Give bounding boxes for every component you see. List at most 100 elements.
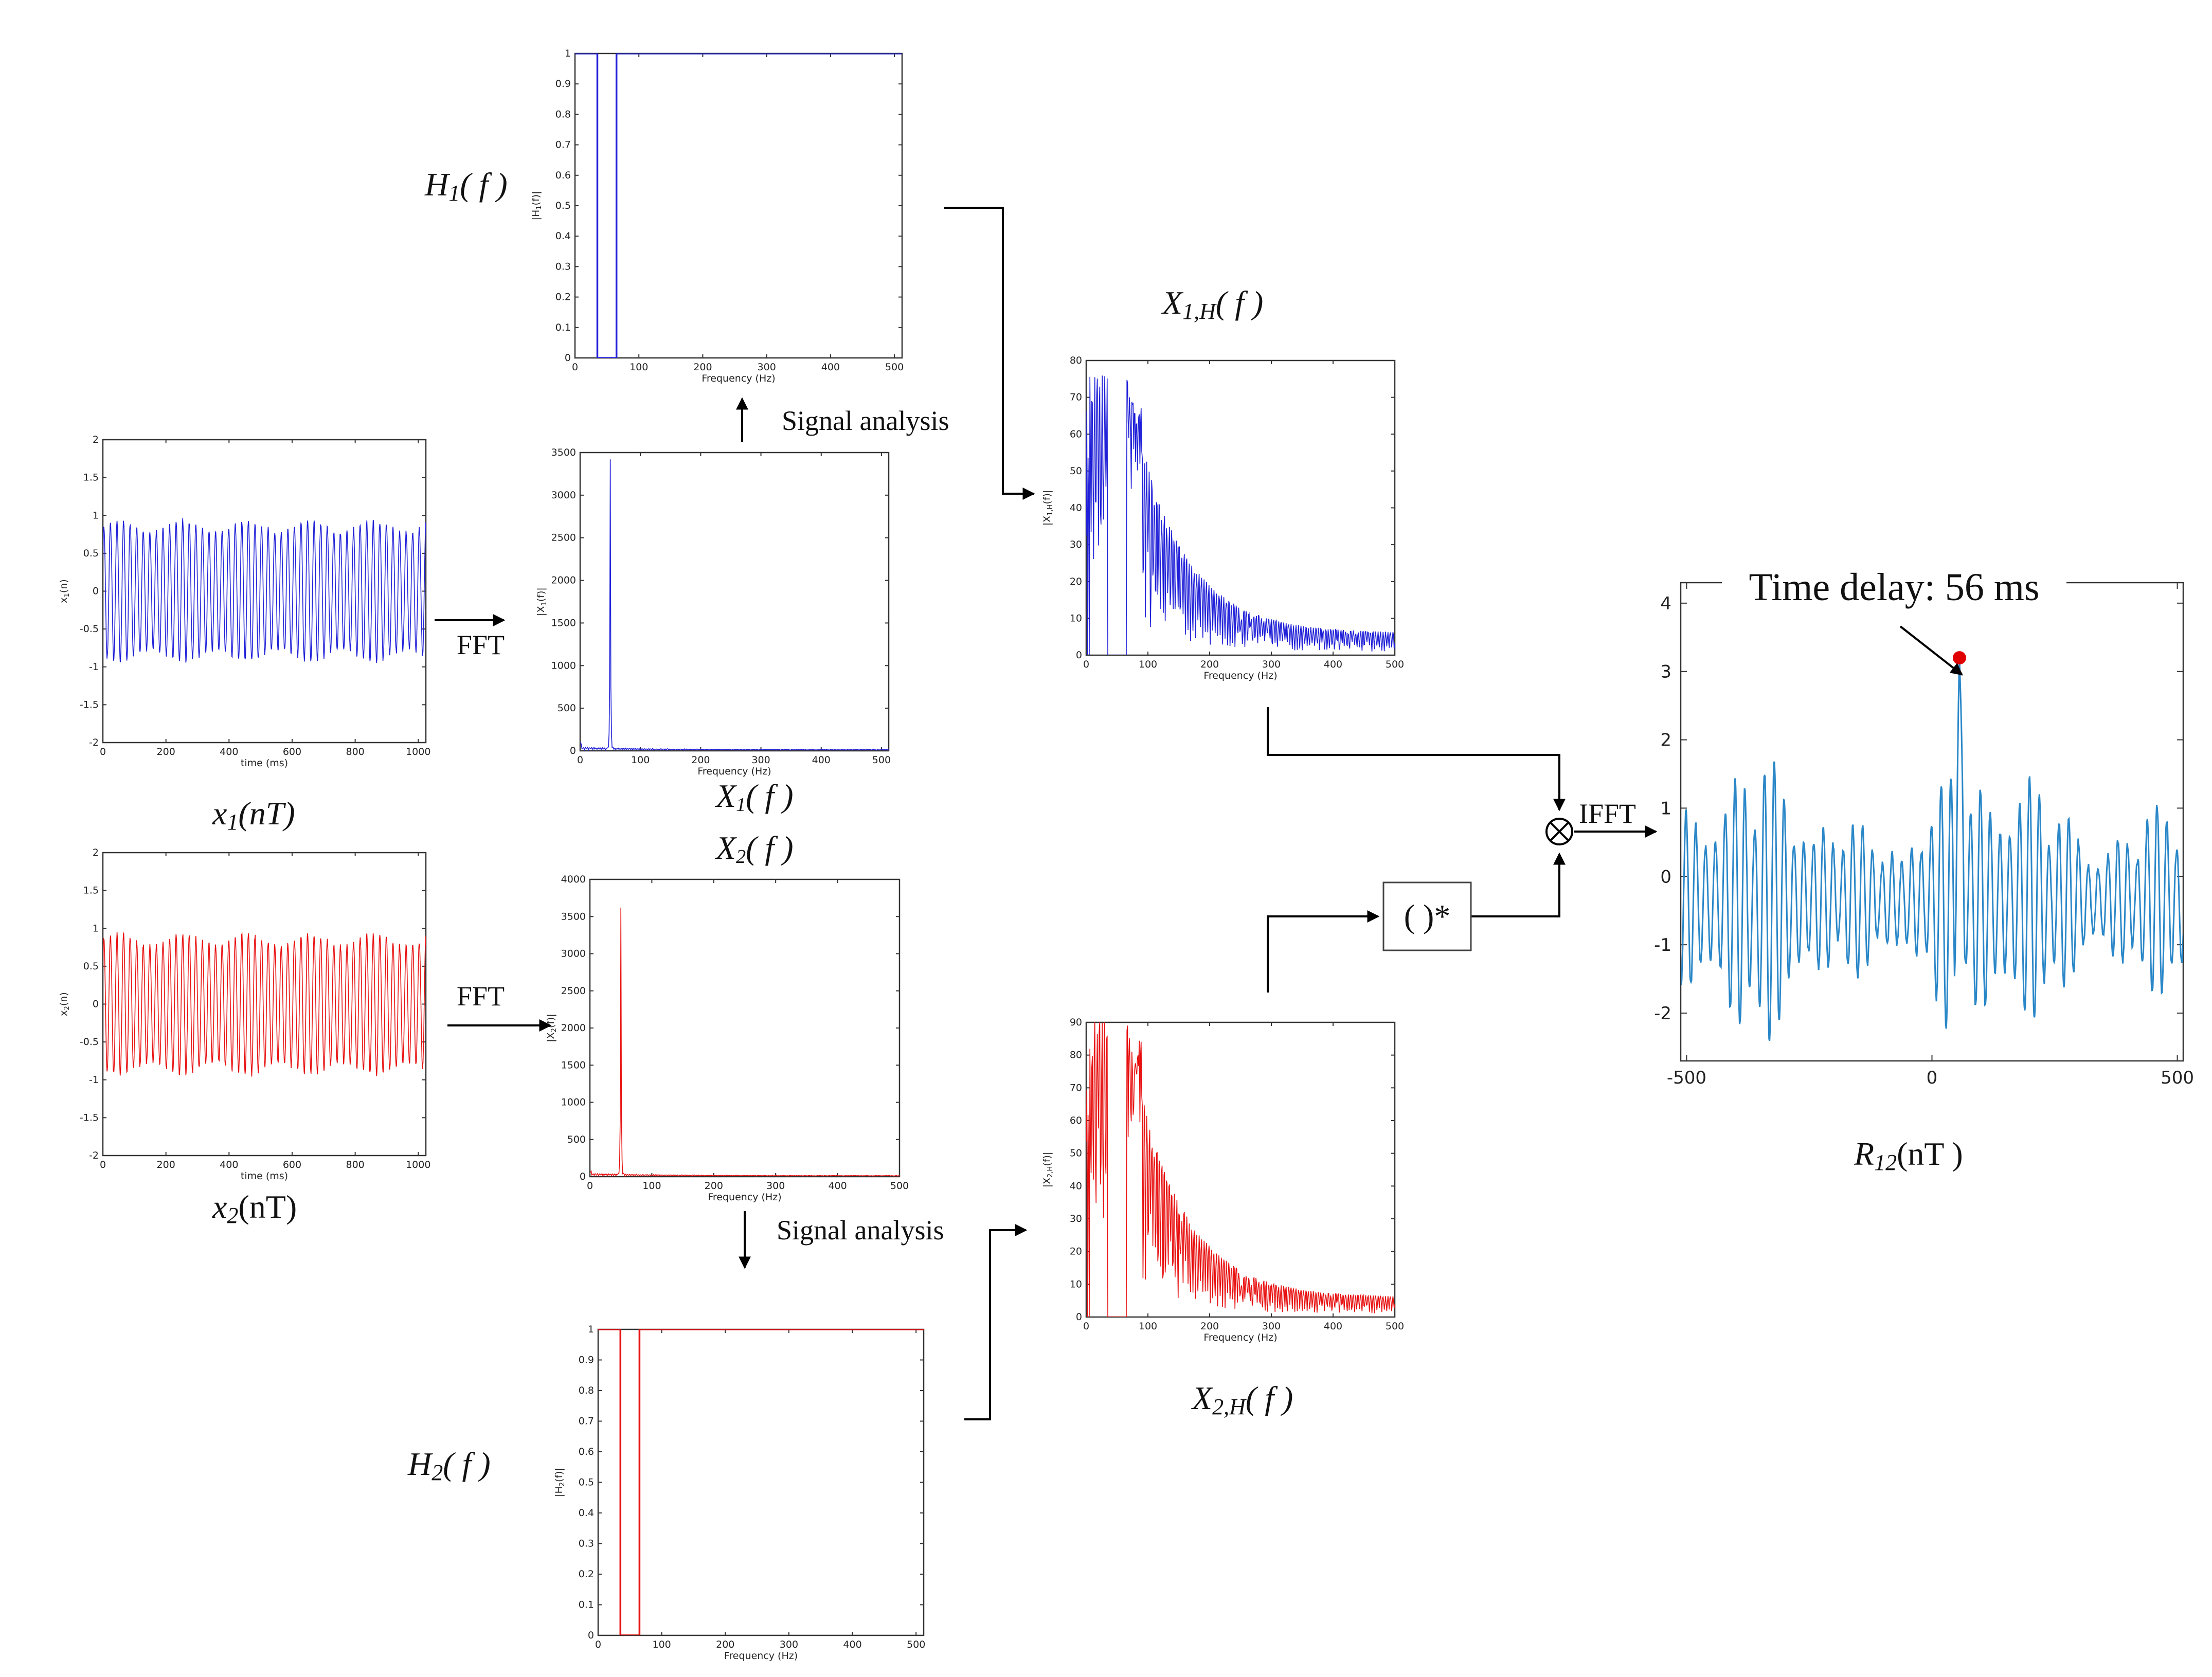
x-tick-label: 600 <box>283 1159 301 1170</box>
caption-H2: H2( f ) <box>407 1446 491 1485</box>
y-tick-label: 90 <box>1070 1017 1082 1028</box>
y-tick-label: 0.9 <box>555 78 571 89</box>
y-tick-label: 0.5 <box>83 961 99 972</box>
caption-X2-main: X <box>714 830 738 866</box>
y-tick-label: 0.5 <box>555 200 571 211</box>
y-tick-label: 0 <box>570 745 576 756</box>
x-tick-label: 200 <box>1200 1321 1219 1332</box>
x-tick-label: 500 <box>1386 659 1404 670</box>
y-axis-label-sub: 1 <box>535 205 543 209</box>
caption-x2: x2(nT) <box>212 1188 297 1228</box>
y-axis-label-sub: 1 <box>63 593 71 597</box>
x-tick-label: 600 <box>283 746 301 758</box>
y-tick-label: -2 <box>1654 1003 1671 1024</box>
y-tick-label: 0.3 <box>579 1538 594 1549</box>
y-tick-label: 60 <box>1070 428 1082 440</box>
x-axis-label: time (ms) <box>241 1170 288 1182</box>
y-axis-label-sub: 2 <box>559 1482 566 1486</box>
x-tick-label: 500 <box>2161 1068 2194 1088</box>
plot-X2H: 0 100 200 300 400 500 0 10 20 30 40 50 60 70 80 90 Frequ… <box>1041 1017 1404 1343</box>
plot-X1H: 0 100 200 300 400 500 0 10 20 30 40 50 60 70 80 Frequen… <box>1041 355 1404 681</box>
x-tick-label: 200 <box>716 1639 734 1650</box>
plot-X1: 0 100 200 300 400 500 0 500 1000 1500 2000 2500 3000… <box>535 447 891 777</box>
y-tick-label: 1.5 <box>83 472 99 483</box>
signal-analysis-label-bottom: Signal analysis <box>777 1215 944 1246</box>
caption-X1H-sub: 1,H <box>1182 299 1217 324</box>
y-axis-label-main: x <box>58 1010 69 1016</box>
caption-X2-rest: ( f ) <box>746 830 793 866</box>
y-axis-label-rest: (f)| <box>553 1468 565 1482</box>
y-tick-label: 40 <box>1070 502 1082 514</box>
y-axis-label-rest: (f)| <box>535 587 547 602</box>
x-tick-label: -500 <box>1667 1068 1706 1088</box>
y-axis-label-main: |X <box>545 1032 556 1042</box>
y-tick-label: 1 <box>93 510 99 521</box>
y-tick-label: 2 <box>93 434 99 445</box>
plot-x1: 0 200 400 600 800 1000 -2 -1.5 -1 -0.5 0 0.5 1 1.5 2 ti… <box>58 434 430 769</box>
y-axis-label: |X2,H(f)| <box>1041 1152 1054 1188</box>
y-axis-label: |X1(f)| <box>535 587 548 616</box>
x-tick-label: 800 <box>346 1159 364 1170</box>
x-tick-label: 200 <box>1200 659 1219 670</box>
x-tick-label: 500 <box>1386 1321 1404 1332</box>
y-tick-label: 10 <box>1070 1278 1082 1290</box>
y-tick-label: 1000 <box>551 660 576 671</box>
x-tick-label: 300 <box>1262 659 1281 670</box>
caption-R12-rest: (nT ) <box>1897 1135 1963 1172</box>
y-tick-label: 1 <box>1660 798 1671 819</box>
x-tick-label: 0 <box>1083 1321 1089 1332</box>
plot-frame <box>589 878 901 1178</box>
y-axis-label: |X1,H(f)| <box>1041 490 1054 526</box>
arrow-X1H-to-multiplier <box>1267 707 1566 812</box>
x-tick-label: 100 <box>653 1639 671 1650</box>
y-tick-label: 0.7 <box>579 1416 594 1427</box>
peak-marker <box>1952 651 1966 665</box>
x-tick-label: 400 <box>220 1159 238 1170</box>
y-tick-label: 2500 <box>551 532 576 544</box>
y-tick-label: 0.3 <box>555 261 571 272</box>
x-tick-label: 500 <box>907 1639 925 1650</box>
y-tick-label: 30 <box>1070 1213 1082 1224</box>
y-tick-label: 0 <box>1076 1311 1082 1323</box>
caption-x2-sub: 2 <box>227 1203 238 1228</box>
y-tick-label: 0 <box>1076 650 1082 661</box>
x-tick-label: 300 <box>766 1180 785 1192</box>
x-tick-label: 100 <box>630 362 648 373</box>
y-tick-label: 0 <box>93 999 99 1010</box>
x-axis-label: Frequency (Hz) <box>708 1192 781 1203</box>
conjugate-box: ( )* <box>1382 881 1472 951</box>
arrow-H2-to-X2H <box>964 1224 1028 1420</box>
y-tick-label: 0.2 <box>555 292 571 303</box>
y-tick-label: 1.5 <box>83 885 99 896</box>
time-delay-pointer <box>1899 625 1963 676</box>
y-tick-label: 1500 <box>561 1059 586 1071</box>
x-tick-label: 200 <box>705 1180 723 1192</box>
x-tick-label: 500 <box>885 362 904 373</box>
y-tick-label: 3000 <box>561 948 586 960</box>
y-axis-label: x2(n) <box>58 992 71 1016</box>
y-tick-label: 1 <box>93 923 99 934</box>
y-tick-label: 1500 <box>551 617 576 628</box>
series-line <box>590 907 900 1177</box>
arrow-conjugate-to-multiplier <box>1471 852 1566 917</box>
y-axis-label-main: x <box>58 597 69 603</box>
y-tick-label: 500 <box>567 1134 586 1145</box>
y-tick-label: 0 <box>93 586 99 597</box>
y-tick-label: -0.5 <box>80 1036 99 1048</box>
caption-X2: X2( f ) <box>714 830 794 868</box>
plot-X2: 0 100 200 300 400 500 0 500 1000 1500 2000 2500 3000… <box>545 874 909 1203</box>
caption-x1-main: x <box>212 795 227 832</box>
x-axis-label: Frequency (Hz) <box>702 373 775 384</box>
y-tick-label: 3000 <box>551 490 576 501</box>
plot-x2: 0 200 400 600 800 1000 -2 -1.5 -1 -0.5 0 0.5 1 1.5 2 ti… <box>58 847 430 1182</box>
y-axis-label-sub: 2 <box>550 1028 558 1032</box>
x-tick-label: 0 <box>100 746 106 758</box>
y-tick-label: 2500 <box>561 985 586 997</box>
x-tick-label: 400 <box>1324 659 1342 670</box>
y-tick-label: 4 <box>1660 593 1671 614</box>
x-tick-label: 300 <box>1262 1321 1281 1332</box>
y-tick-label: 80 <box>1070 1050 1082 1061</box>
x-tick-label: 500 <box>872 754 891 766</box>
plot-frame <box>579 452 890 752</box>
y-tick-label: 4000 <box>561 874 586 885</box>
